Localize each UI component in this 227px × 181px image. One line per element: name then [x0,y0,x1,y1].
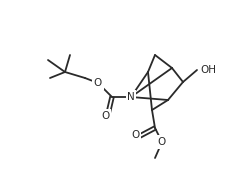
Text: OH: OH [200,65,216,75]
Text: O: O [131,130,139,140]
Text: O: O [131,130,139,140]
Text: O: O [158,137,166,147]
Text: O: O [94,78,102,88]
Text: O: O [158,137,166,147]
Text: N: N [127,92,135,102]
Text: O: O [101,111,109,121]
Text: O: O [101,111,109,121]
Text: N: N [127,92,135,102]
Text: O: O [94,78,102,88]
